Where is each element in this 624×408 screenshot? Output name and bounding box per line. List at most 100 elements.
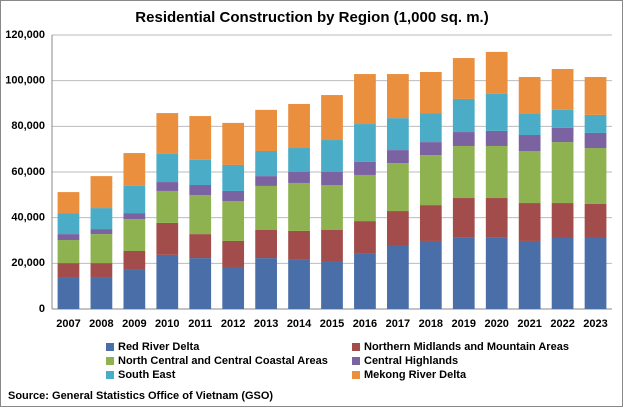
x-tick-label: 2015: [320, 318, 344, 330]
bar-segment: [584, 237, 607, 309]
bar-segment: [354, 174, 376, 222]
bar-segment: [551, 142, 574, 204]
x-tick-label: 2023: [583, 318, 607, 330]
bar-segment: [551, 237, 574, 309]
bar-segment: [288, 230, 310, 260]
legend-swatch: [106, 343, 114, 351]
x-tick-label: 2021: [517, 318, 541, 330]
x-tick-label: 2011: [188, 318, 212, 330]
bar-segment: [518, 150, 541, 204]
bar-segment: [123, 185, 146, 214]
legend-label: Northern Midlands and Mountain Areas: [364, 341, 569, 353]
bar-segment: [551, 203, 574, 238]
bar-segment: [584, 114, 607, 133]
bar-segment: [189, 116, 212, 160]
bar-segment: [288, 103, 310, 149]
bar-segment: [156, 222, 179, 255]
x-tick-label: 2014: [287, 318, 312, 330]
bar-segment: [222, 240, 245, 267]
bar-segment: [222, 122, 245, 165]
bar-segment: [57, 192, 80, 214]
bar-segment: [90, 208, 113, 230]
bar-segment: [57, 263, 80, 278]
bar-segment: [288, 182, 310, 231]
bar-segment: [551, 127, 574, 143]
bar-segment: [255, 229, 277, 259]
bar-segment: [354, 253, 376, 309]
bar-segment: [255, 185, 277, 230]
bar-segment: [288, 259, 310, 309]
bar-segment: [485, 51, 508, 94]
bar-segment: [452, 98, 475, 133]
bar-segment: [551, 69, 574, 110]
bar-segment: [452, 145, 475, 199]
y-tick-label: 100,000: [5, 75, 45, 87]
bar-segment: [123, 269, 146, 309]
x-tick-label: 2016: [353, 318, 377, 330]
bar-segment: [189, 159, 212, 186]
bar-segment: [321, 172, 343, 186]
x-tick-label: 2009: [122, 318, 146, 330]
bar-segment: [584, 148, 607, 204]
bar-segment: [156, 190, 179, 223]
bar-segment: [321, 185, 343, 230]
bar-segment: [387, 211, 409, 246]
bar-segment: [156, 153, 179, 183]
legend-label: North Central and Central Coastal Areas: [118, 355, 328, 367]
legend-swatch: [352, 343, 360, 351]
bar-segment: [255, 258, 277, 309]
x-tick-label: 2022: [550, 318, 574, 330]
bar-segment: [354, 161, 376, 175]
source-note: Source: General Statistics Office of Vie…: [8, 390, 273, 402]
x-tick-label: 2019: [452, 318, 476, 330]
bar-segment: [485, 237, 508, 309]
bar-segment: [321, 229, 343, 262]
bar-segment: [288, 148, 310, 172]
bar-segment: [419, 205, 442, 241]
bar-segment: [419, 240, 442, 309]
bar-segment: [189, 185, 212, 196]
bar-segment: [419, 113, 442, 143]
bar-segment: [321, 95, 343, 141]
bar-segment: [90, 229, 113, 235]
bar-segment: [222, 164, 245, 191]
legend-label: Central Highlands: [364, 355, 458, 367]
bar-segment: [584, 132, 607, 149]
bar-segment: [90, 234, 113, 264]
bar-segment: [156, 182, 179, 191]
bar-segment: [321, 140, 343, 172]
bar-segment: [288, 172, 310, 183]
bar-segment: [518, 114, 541, 136]
y-tick-label: 0: [39, 303, 45, 315]
bar-segment: [518, 240, 541, 309]
chart-title: Residential Construction by Region (1,00…: [135, 9, 488, 26]
bar-segment: [156, 254, 179, 309]
y-tick-label: 40,000: [11, 212, 45, 224]
bar-segment: [189, 258, 212, 309]
bar-segment: [189, 195, 212, 235]
x-tick-label: 2008: [89, 318, 113, 330]
legend-swatch: [106, 371, 114, 379]
bar-segment: [354, 124, 376, 162]
bar-segment: [485, 198, 508, 238]
x-tick-label: 2010: [155, 318, 179, 330]
bar-segment: [255, 176, 277, 186]
x-tick-label: 2007: [56, 318, 80, 330]
bar-segment: [551, 109, 574, 128]
bar-segment: [387, 118, 409, 151]
bar-segment: [90, 277, 113, 309]
bar-segment: [485, 145, 508, 199]
legend-label: Red River Delta: [118, 341, 200, 353]
x-tick-label: 2012: [221, 318, 245, 330]
legend-swatch: [352, 357, 360, 365]
bar-segment: [518, 135, 541, 151]
bar-segment: [452, 237, 475, 309]
x-tick-label: 2020: [484, 318, 508, 330]
bar-segment: [584, 203, 607, 238]
bar-segment: [123, 153, 146, 186]
bar-segment: [123, 251, 146, 270]
bar-segment: [452, 58, 475, 99]
bar-segment: [321, 261, 343, 309]
bar-segment: [255, 109, 277, 151]
bar-segment: [387, 150, 409, 164]
